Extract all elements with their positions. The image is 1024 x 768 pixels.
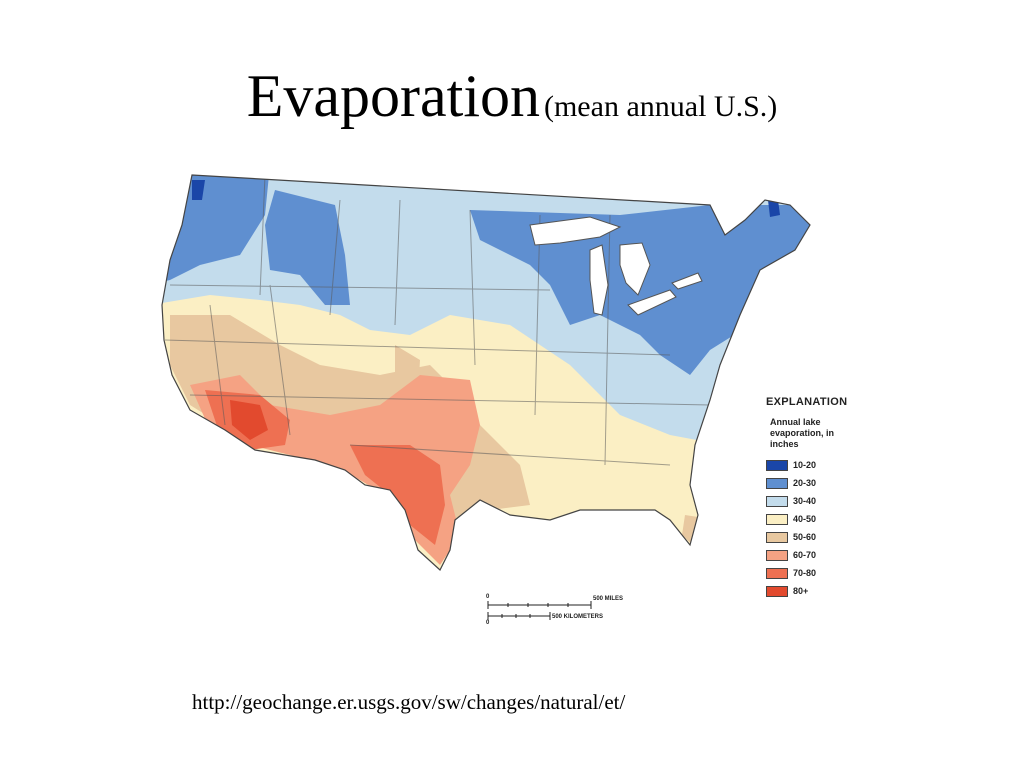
map-legend: EXPLANATION Annual lake evaporation, in …	[766, 396, 886, 600]
scale-bar-svg	[487, 601, 592, 620]
zone-10-20-patch-2	[768, 200, 780, 217]
legend-swatch	[766, 513, 788, 525]
legend-item: 20-30	[766, 474, 886, 492]
legend-label: 80+	[793, 586, 809, 596]
legend-label: 60-70	[793, 550, 817, 560]
title-main: Evaporation	[246, 63, 540, 129]
legend-item: 50-60	[766, 528, 886, 546]
state-boundaries	[164, 175, 711, 466]
legend-swatch	[766, 477, 788, 489]
legend-label: 30-40	[793, 496, 817, 506]
title-subtitle: (mean annual U.S.)	[543, 90, 778, 123]
lake-michigan	[589, 244, 609, 316]
lake-huron	[619, 242, 651, 296]
legend-item: 60-70	[766, 546, 886, 564]
legend-swatch	[766, 459, 788, 471]
legend-item: 30-40	[766, 492, 886, 510]
legend-rows: 10-20 20-30 30-40 40-50 50-60 60-70 70-80 80+	[766, 456, 886, 600]
source-url: http://geochange.er.usgs.gov/sw/changes/…	[192, 690, 626, 714]
lake-erie	[627, 289, 677, 316]
scale-zero-km: 0	[486, 620, 490, 626]
legend-swatch	[766, 495, 788, 507]
legend-label: 20-30	[793, 478, 817, 488]
legend-subheading: Annual lake evaporation, in inches	[770, 417, 835, 449]
zone-10-20-patch	[192, 180, 205, 200]
legend-item: 10-20	[766, 456, 886, 474]
zone-80-plus-core	[230, 400, 268, 440]
scale-miles-label: 500 MILES	[593, 596, 624, 602]
legend-item: 70-80	[766, 564, 886, 582]
us-outline	[161, 174, 811, 571]
legend-heading: EXPLANATION	[766, 396, 848, 408]
scale-zero-miles: 0	[486, 594, 490, 600]
legend-swatch	[766, 567, 788, 579]
scale-km-label: 500 KILOMETERS	[552, 614, 604, 620]
legend-item: 40-50	[766, 510, 886, 528]
zone-20-30-rockies	[265, 190, 350, 305]
legend-item: 80+	[766, 582, 886, 600]
legend-label: 10-20	[793, 460, 817, 470]
legend-label: 40-50	[793, 514, 817, 524]
slide-title: Evaporation (mean annual U.S.)	[0, 62, 1024, 131]
us-map-svg	[161, 174, 811, 571]
legend-swatch	[766, 585, 788, 597]
great-lakes	[529, 216, 703, 316]
evaporation-map	[150, 165, 880, 635]
legend-swatch	[766, 549, 788, 561]
map-scale: 0 500 MILES 0 500 KILOMETERS	[486, 592, 656, 632]
legend-label: 70-80	[793, 568, 817, 578]
zone-70-80-texas	[350, 445, 445, 545]
legend-label: 50-60	[793, 532, 817, 542]
zone-50-60-florida-tip	[682, 515, 698, 547]
legend-swatch	[766, 531, 788, 543]
lake-ontario	[671, 272, 703, 290]
lake-superior	[529, 216, 622, 246]
